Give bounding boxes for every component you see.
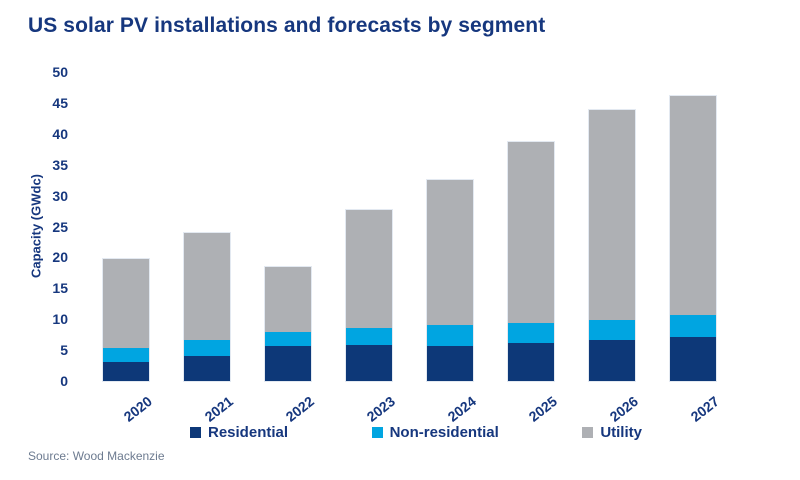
bars-container: [103, 72, 719, 381]
bar-segment-residential-2020: [103, 361, 149, 381]
bar-segment-non-residential-2023: [346, 327, 392, 345]
bar-2021: [184, 232, 230, 381]
y-tick-15: 15: [52, 280, 68, 297]
y-tick-35: 35: [52, 156, 68, 173]
legend: Residential Non-residential Utility: [190, 424, 642, 441]
legend-item-residential: Residential: [190, 424, 288, 441]
bar-segment-utility-2022: [265, 266, 311, 333]
legend-label-residential: Residential: [208, 424, 289, 441]
bar-segment-residential-2023: [346, 344, 392, 381]
bar-segment-utility-2020: [103, 259, 149, 348]
bar-segment-non-residential-2026: [589, 319, 635, 340]
x-label-2022: 2022: [282, 393, 317, 425]
x-label-cell-2023: 2023: [346, 386, 397, 428]
bar-2022: [265, 266, 311, 381]
y-tick-50: 50: [52, 64, 68, 80]
y-tick-20: 20: [52, 249, 68, 266]
x-label-cell-2027: 2027: [670, 386, 721, 428]
bar-segment-residential-2025: [508, 343, 554, 381]
chart-title: US solar PV installations and forecasts …: [28, 14, 546, 37]
x-label-cell-2022: 2022: [265, 386, 316, 428]
bar-segment-utility-2026: [589, 110, 635, 320]
bar-segment-residential-2022: [265, 346, 311, 381]
legend-label-utility: Utility: [600, 424, 642, 441]
y-tick-10: 10: [52, 311, 68, 328]
legend-swatch-utility: [582, 427, 594, 438]
bar-segment-non-residential-2027: [670, 314, 716, 338]
x-label-2027: 2027: [687, 393, 722, 425]
bar-segment-utility-2027: [670, 95, 716, 315]
legend-swatch-non-residential: [371, 427, 383, 438]
bar-segment-utility-2025: [508, 142, 554, 323]
x-label-2024: 2024: [444, 393, 479, 425]
bar-segment-utility-2024: [427, 180, 473, 325]
legend-label-non-residential: Non-residential: [389, 424, 499, 441]
y-tick-5: 5: [60, 342, 68, 359]
x-label-cell-2024: 2024: [427, 386, 478, 428]
y-tick-40: 40: [52, 125, 68, 142]
legend-swatch-residential: [190, 427, 201, 438]
source-note: Source: Wood Mackenzie: [28, 449, 165, 463]
bar-2020: [103, 259, 149, 381]
x-label-cell-2020: 2020: [103, 386, 154, 428]
y-tick-30: 30: [52, 187, 68, 204]
y-axis-ticks: 0 5 10 15 20 25 30 35 40 45 50: [40, 64, 68, 389]
y-tick-25: 25: [52, 218, 68, 235]
bar-2024: [427, 180, 473, 381]
bar-segment-utility-2021: [184, 232, 230, 341]
bar-segment-non-residential-2021: [184, 340, 230, 357]
x-label-2021: 2021: [201, 393, 236, 425]
bar-segment-residential-2021: [184, 356, 230, 381]
bar-2027: [670, 95, 716, 381]
x-label-2026: 2026: [606, 393, 641, 425]
bar-2025: [508, 142, 554, 381]
bar-segment-residential-2027: [670, 337, 716, 381]
bar-segment-non-residential-2022: [265, 332, 311, 347]
bar-2023: [346, 209, 392, 381]
legend-item-non-residential: Non-residential: [371, 424, 499, 441]
x-label-cell-2026: 2026: [589, 386, 640, 428]
bar-segment-non-residential-2020: [103, 347, 149, 362]
x-label-2020: 2020: [120, 393, 155, 425]
bar-2026: [589, 110, 635, 381]
y-tick-45: 45: [52, 94, 68, 111]
x-label-cell-2021: 2021: [184, 386, 235, 428]
legend-item-utility: Utility: [582, 424, 642, 441]
bar-segment-utility-2023: [346, 209, 392, 328]
y-tick-0: 0: [60, 373, 68, 389]
bar-segment-non-residential-2025: [508, 322, 554, 344]
x-axis-labels: 2020 2021 2022 2023 2024 2025 2026 2027: [103, 386, 721, 428]
x-label-2023: 2023: [363, 393, 398, 425]
x-label-2025: 2025: [525, 393, 560, 425]
bar-segment-non-residential-2024: [427, 324, 473, 347]
bar-segment-residential-2024: [427, 346, 473, 381]
bar-segment-residential-2026: [589, 339, 635, 381]
x-label-cell-2025: 2025: [508, 386, 559, 428]
